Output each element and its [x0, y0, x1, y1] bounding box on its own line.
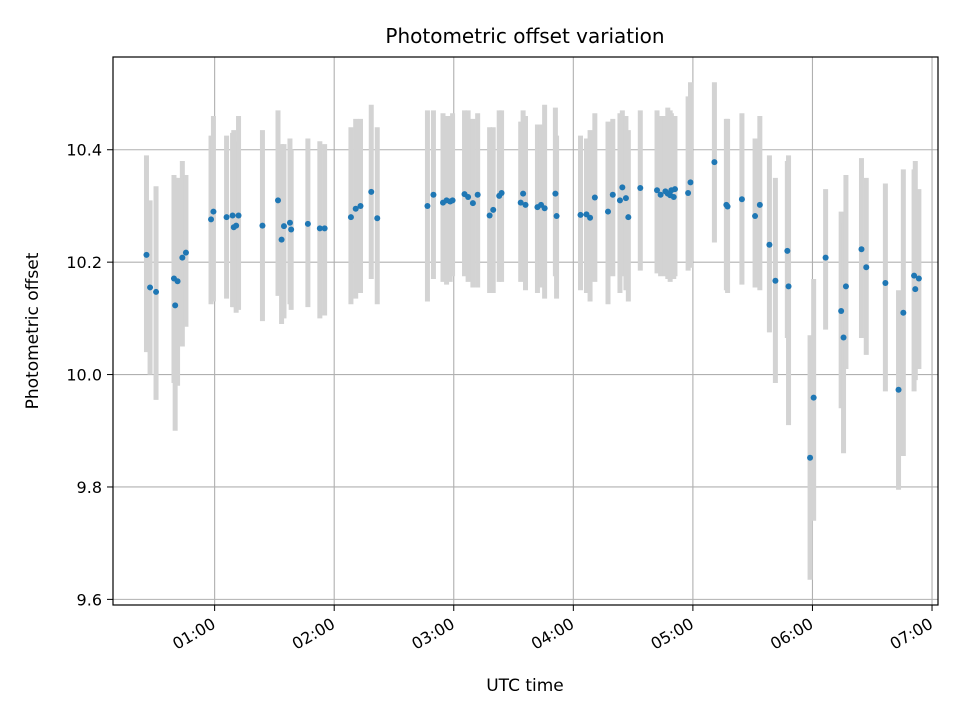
data-point	[552, 190, 559, 197]
data-point	[517, 199, 524, 206]
data-point	[685, 190, 692, 197]
data-point	[143, 251, 150, 258]
data-point	[223, 214, 230, 221]
data-point	[430, 191, 437, 198]
data-point	[654, 187, 661, 194]
data-point	[357, 202, 364, 209]
data-point	[591, 194, 598, 201]
data-point	[486, 212, 493, 219]
data-point	[724, 203, 731, 210]
data-point	[278, 236, 285, 243]
data-point	[182, 249, 189, 256]
data-point	[235, 212, 242, 219]
data-point	[449, 197, 456, 204]
data-point	[858, 246, 865, 253]
data-point	[352, 205, 359, 212]
plot-frame	[112, 56, 939, 606]
data-point	[172, 302, 179, 309]
data-point	[622, 195, 629, 202]
data-point	[490, 206, 497, 213]
data-point	[738, 196, 745, 203]
data-points	[143, 159, 922, 461]
data-point	[280, 223, 287, 230]
chart-title: Photometric offset variation	[385, 24, 664, 48]
data-point	[321, 225, 328, 232]
data-point	[498, 190, 505, 197]
data-point	[605, 208, 611, 215]
data-point	[671, 186, 678, 193]
data-point	[208, 216, 215, 223]
data-point	[179, 254, 186, 261]
data-point	[840, 334, 847, 341]
x-axis-title: UTC time	[486, 676, 564, 696]
data-point	[210, 208, 217, 215]
y-axis: 9.6 9.8 10.0 10.2 10.4	[66, 141, 113, 609]
data-point	[153, 288, 160, 295]
data-point	[286, 219, 293, 226]
data-point	[863, 264, 870, 271]
data-point	[895, 386, 902, 393]
data-point	[374, 215, 381, 222]
data-point	[424, 202, 431, 209]
y-axis-title: Photometric offset	[23, 252, 43, 409]
data-point	[785, 283, 792, 290]
data-point	[784, 247, 791, 254]
data-point	[687, 179, 694, 186]
data-point	[541, 205, 548, 212]
data-point	[756, 201, 763, 208]
data-point	[609, 191, 616, 198]
data-point	[368, 188, 375, 195]
data-point	[304, 220, 311, 227]
data-point	[259, 222, 266, 229]
data-point	[670, 193, 677, 200]
data-point	[619, 184, 626, 191]
data-point	[838, 308, 845, 315]
data-point	[810, 394, 817, 401]
data-point	[625, 214, 632, 221]
data-point	[912, 286, 919, 293]
data-point	[275, 197, 281, 204]
data-point	[842, 283, 849, 290]
data-point	[752, 213, 759, 220]
data-point	[587, 214, 594, 221]
data-point	[522, 201, 529, 208]
data-point	[229, 212, 236, 219]
data-point	[915, 275, 922, 282]
data-point	[772, 277, 779, 284]
data-point	[911, 272, 918, 279]
data-point	[637, 184, 644, 191]
data-point	[616, 197, 623, 204]
data-point	[711, 159, 718, 166]
data-point	[347, 214, 354, 221]
y-tick-label: 9.6	[77, 590, 102, 609]
y-tick-label: 9.8	[77, 478, 102, 497]
data-point	[474, 191, 481, 198]
y-tick-label: 10.0	[66, 366, 102, 385]
data-point	[882, 279, 889, 286]
data-point	[553, 213, 560, 220]
data-point	[766, 241, 773, 248]
data-point	[288, 226, 295, 233]
data-point	[807, 454, 814, 461]
data-point	[900, 309, 907, 316]
data-point	[657, 191, 664, 198]
data-point	[469, 200, 476, 207]
y-tick-label: 10.2	[66, 253, 102, 272]
data-point	[520, 190, 527, 197]
data-point	[465, 193, 472, 200]
data-point	[316, 225, 323, 232]
data-point	[822, 254, 829, 261]
y-tick-label: 10.4	[66, 141, 102, 160]
data-point	[233, 222, 240, 229]
data-point	[577, 211, 584, 218]
data-point	[147, 284, 154, 291]
data-point	[174, 278, 181, 285]
